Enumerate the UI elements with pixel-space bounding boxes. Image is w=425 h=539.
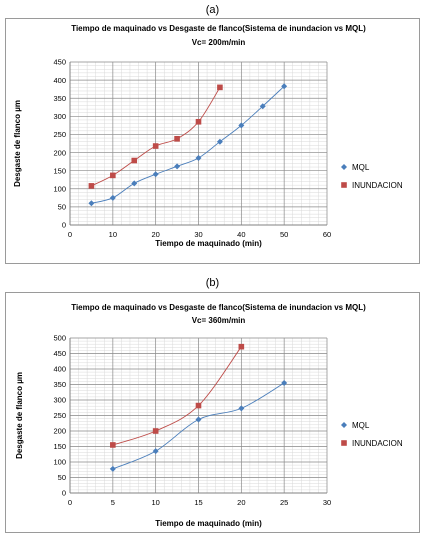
y-tick-label: 100 [53, 458, 66, 467]
data-point-mql [238, 405, 245, 412]
chart-title-line: Vc= 200m/min [192, 38, 246, 47]
y-tick-label: 250 [53, 130, 66, 139]
x-tick-label: 15 [194, 498, 202, 507]
y-tick-label: 50 [58, 473, 66, 482]
data-point-inundacion [195, 118, 202, 125]
x-tick-label: 30 [194, 230, 202, 239]
x-tick-label: 5 [111, 498, 115, 507]
x-tick-label: 20 [237, 498, 245, 507]
y-tick-label: 100 [53, 184, 66, 193]
y-tick-label: 250 [53, 411, 66, 420]
legend-label-mql: MQL [352, 421, 370, 430]
legend-marker-inundacion [341, 182, 347, 188]
data-point-mql [131, 180, 138, 187]
y-tick-label: 0 [62, 221, 66, 230]
y-tick-label: 400 [53, 365, 66, 374]
data-point-inundacion [152, 143, 159, 149]
chart-title-line: Tiempo de maquinado vs Desgaste de flanc… [71, 24, 366, 33]
y-tick-label: 150 [53, 442, 66, 451]
y-tick-label: 150 [53, 166, 66, 175]
y-tick-label: 200 [53, 148, 66, 157]
x-tick-label: 40 [237, 230, 245, 239]
x-tick-label: 50 [280, 230, 288, 239]
y-tick-label: 50 [58, 203, 66, 212]
data-point-inundacion [110, 442, 116, 448]
legend-marker-inundacion [341, 440, 347, 446]
data-point-mql [259, 103, 266, 110]
data-point-mql [195, 416, 202, 423]
y-tick-label: 450 [53, 349, 66, 358]
data-point-inundacion [174, 135, 180, 142]
data-point-mql [281, 83, 288, 90]
data-point-inundacion [195, 402, 202, 409]
chart-a-svg: Tiempo de maquinado vs Desgaste de flanc… [13, 24, 403, 248]
x-tick-label: 25 [280, 498, 288, 507]
data-point-mql [109, 194, 116, 201]
x-axis-label: Tiempo de maquinado (min) [155, 239, 262, 248]
panel-letter-b: (b) [205, 277, 220, 289]
data-point-mql [174, 163, 181, 170]
data-point-inundacion [152, 428, 159, 434]
data-point-mql [109, 465, 116, 472]
data-point-mql [152, 448, 159, 455]
data-point-mql [281, 379, 288, 386]
data-point-mql [152, 171, 159, 178]
x-tick-label: 30 [323, 498, 331, 507]
data-point-inundacion [217, 84, 223, 91]
data-point-inundacion [110, 172, 116, 179]
chart-title-line: Vc= 360m/min [192, 316, 246, 325]
legend-label-mql: MQL [352, 163, 370, 172]
y-tick-label: 500 [53, 334, 66, 343]
data-point-inundacion [131, 157, 138, 164]
y-tick-label: 300 [53, 112, 66, 121]
legend-label-inundacion: INUNDACION [352, 439, 403, 448]
y-axis-label: Desgaste de flanco µm [13, 100, 22, 187]
series-line-inundacion [112, 346, 242, 446]
y-axis-label: Desgaste de flanco µm [15, 372, 24, 459]
y-tick-label: 0 [62, 489, 66, 498]
y-tick-label: 450 [53, 58, 66, 67]
x-axis-label: Tiempo de maquinado (min) [155, 519, 262, 528]
data-point-inundacion [238, 343, 245, 350]
x-tick-label: 10 [109, 230, 117, 239]
y-tick-label: 300 [53, 396, 66, 405]
chart-frame-a: Tiempo de maquinado vs Desgaste de flanc… [5, 18, 420, 264]
y-tick-label: 200 [53, 427, 66, 436]
chart-title-line: Tiempo de maquinado vs Desgaste de flanc… [71, 303, 366, 312]
panel-letter-a: (a) [205, 4, 220, 16]
x-tick-label: 60 [323, 230, 331, 239]
data-point-mql [195, 154, 202, 161]
x-tick-label: 0 [68, 230, 72, 239]
legend-label-inundacion: INUNDACION [352, 181, 403, 190]
data-point-inundacion [88, 183, 95, 189]
y-tick-label: 350 [53, 94, 66, 103]
chart-b-svg: Tiempo de maquinado vs Desgaste de flanc… [15, 303, 403, 528]
x-tick-label: 20 [151, 230, 159, 239]
y-tick-label: 400 [53, 76, 66, 85]
x-tick-label: 10 [151, 498, 159, 507]
data-point-mql [238, 122, 245, 129]
data-point-mql [88, 200, 95, 207]
series-line-mql [91, 85, 285, 204]
legend-marker-mql [341, 164, 347, 170]
y-tick-label: 350 [53, 380, 66, 389]
x-tick-label: 0 [68, 498, 72, 507]
chart-frame-b: Tiempo de maquinado vs Desgaste de flanc… [5, 292, 420, 533]
legend-marker-mql [341, 422, 347, 428]
data-point-mql [216, 138, 223, 145]
